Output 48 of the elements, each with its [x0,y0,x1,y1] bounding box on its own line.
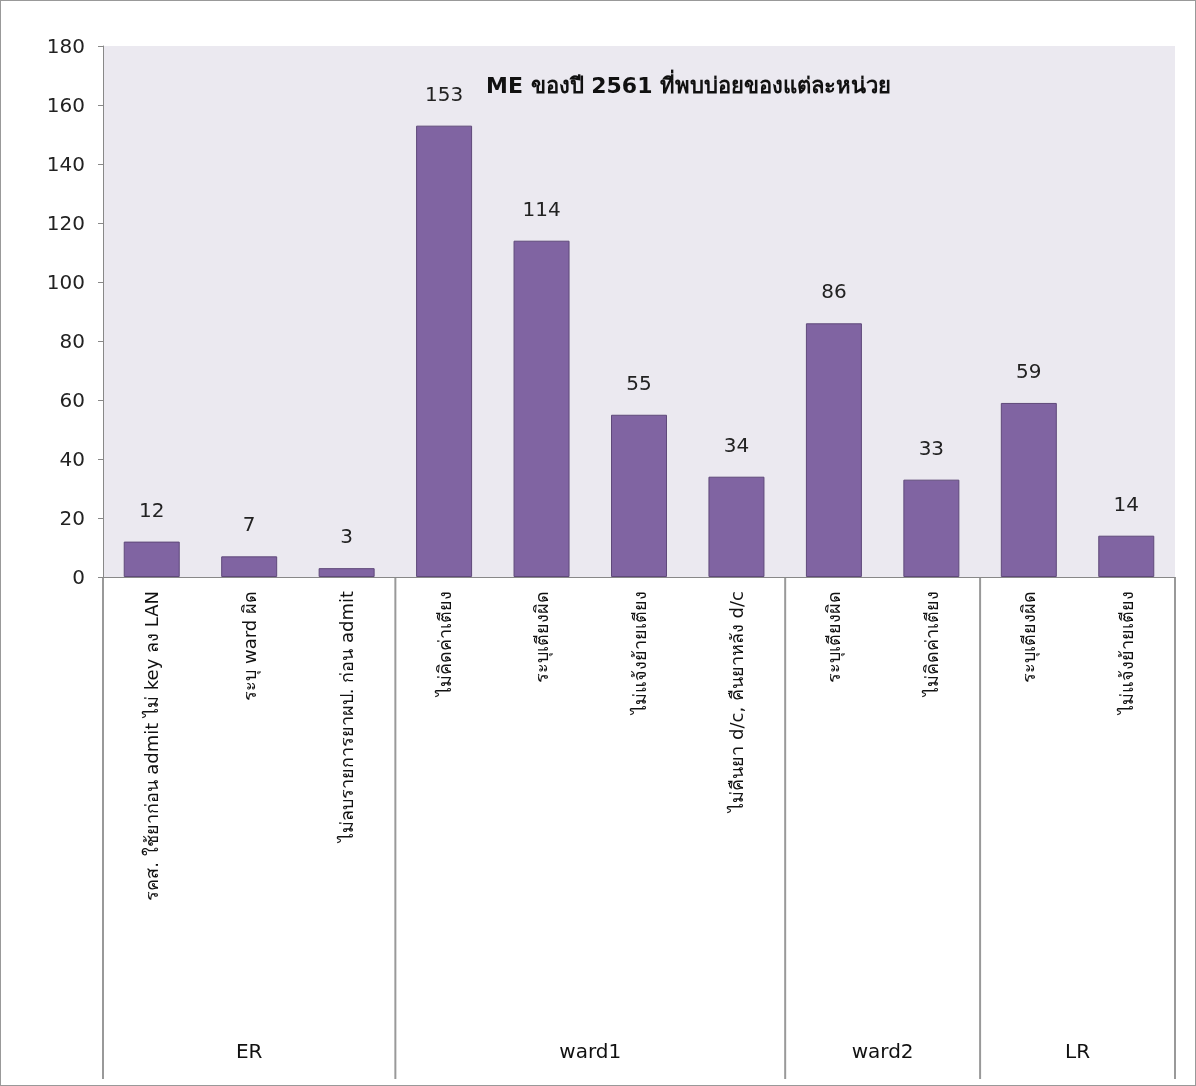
y-tick-label: 140 [46,152,85,176]
bar [1098,535,1155,577]
bar [318,568,375,577]
data-label: 59 [1016,358,1042,383]
data-label: 86 [821,279,847,304]
bar [611,414,667,577]
y-tick-label: 120 [46,211,85,235]
x-tick-label: ไม่แจ้งย้ายเตียง [628,591,650,716]
x-tick-label: ระบุเตียงผิด [1018,591,1041,683]
data-label: 12 [139,497,165,522]
text: ward1 [559,1039,622,1063]
y-tick-label: 60 [59,388,85,412]
y-tick-label: 40 [59,447,85,471]
y-tick-label: 160 [46,93,85,117]
x-tick-label: ระบุ ward ผิด [238,591,261,701]
y-tick-label: 100 [46,270,85,294]
data-label: 55 [626,370,652,395]
data-label: 33 [918,435,945,460]
data-label: 14 [1113,491,1139,516]
bar [805,323,862,577]
x-tick-label: ไม่คิดค่าเตียง [433,591,455,698]
data-label: 34 [723,432,750,457]
bar [416,125,473,577]
text: ME ของปี 2561 ที่พบบ่อยของแต่ละหน่วย [486,68,892,98]
x-tick-label: ไม่แจ้งย้ายเตียง [1115,591,1137,716]
bar [221,556,278,577]
x-tick-label: รคส. ใช้ยาก่อน admit ไม่ key ลง LAN [141,591,163,901]
x-tick-label: ระบุเตียงผิด [531,591,554,683]
y-tick-label: 20 [59,506,85,530]
x-tick-label: ระบุเตียงผิด [823,591,846,683]
bar [903,479,960,577]
bar [123,541,180,577]
text: ward2 [851,1039,914,1063]
y-tick-label: 0 [72,565,85,589]
data-label: 3 [340,524,353,549]
bar [708,476,765,577]
y-tick-label: 80 [59,329,85,353]
bar [1000,402,1057,577]
text: LR [1065,1039,1091,1063]
x-tick-label: ไม่ลบรายการยาผป. ก่อน admit [336,591,358,845]
y-tick-label: 180 [46,34,85,58]
text: ER [235,1039,263,1063]
data-label: 153 [425,81,464,106]
bar [513,240,570,577]
data-label: 114 [522,196,561,221]
data-label: 7 [242,512,256,537]
x-tick-label: ไม่คืนยา d/c, คืนยาหลัง d/c [725,591,747,814]
x-tick-label: ไม่คิดค่าเตียง [920,591,942,698]
